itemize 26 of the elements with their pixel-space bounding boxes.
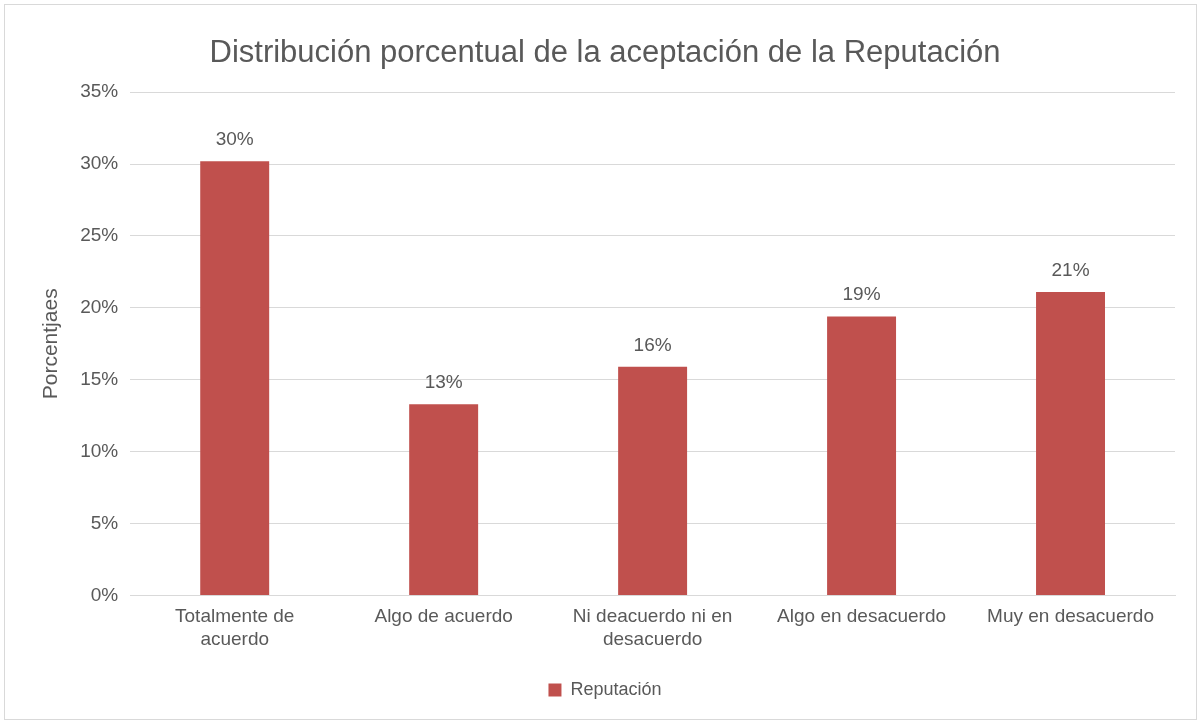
x-tick-label: Algo en desacuerdo (777, 605, 947, 627)
bar (200, 161, 270, 595)
data-label: 13% (424, 370, 463, 392)
y-tick-label: 0% (90, 583, 119, 605)
data-label: 30% (215, 127, 254, 149)
y-tick-label: 5% (90, 511, 119, 533)
legend-label: Reputación (570, 678, 662, 699)
bar (618, 366, 688, 595)
y-tick-label: 35% (80, 80, 119, 102)
data-label: 21% (1051, 258, 1090, 280)
x-tick-label: Ni deacuerdo ni en desacuerdo (572, 605, 733, 649)
x-tick-label: Muy en desacuerdo (987, 605, 1154, 627)
y-axis-title: Porcentjaes (38, 288, 62, 400)
x-tick-label: Algo de acuerdo (374, 605, 513, 627)
data-label: 16% (633, 333, 672, 355)
chart-title: Distribución porcentual de la aceptación de la Reputación (209, 34, 1001, 70)
y-tick-label: 30% (80, 152, 119, 174)
y-tick-label: 25% (80, 224, 119, 246)
x-tick-label: Totalmente de acuerdo (175, 605, 295, 649)
y-tick-label: 15% (80, 367, 119, 389)
bar (1036, 292, 1105, 595)
data-label: 19% (842, 283, 881, 305)
y-tick-label: 20% (80, 296, 119, 318)
y-tick-label: 10% (80, 439, 119, 461)
bar (827, 316, 897, 595)
bar (409, 404, 479, 595)
